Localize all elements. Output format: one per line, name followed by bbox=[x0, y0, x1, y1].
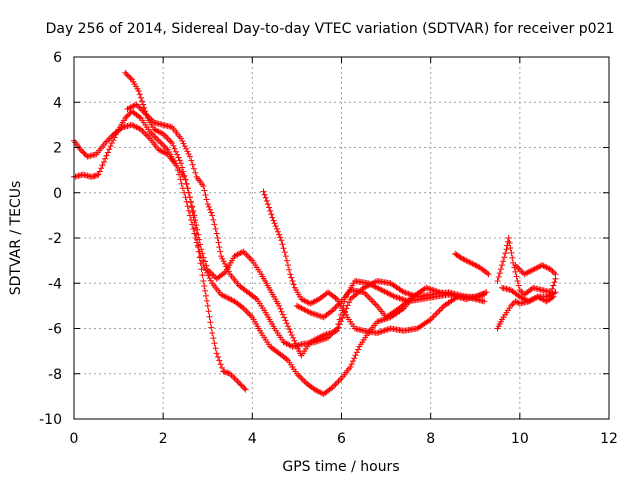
x-tick-label: 4 bbox=[248, 431, 257, 447]
x-tick-label: 10 bbox=[511, 431, 529, 447]
data-series-7 bbox=[452, 250, 492, 278]
data-series-9 bbox=[494, 235, 559, 298]
series-markers bbox=[494, 235, 559, 298]
y-tick-label: -6 bbox=[48, 322, 62, 338]
y-tick-label: -2 bbox=[48, 231, 62, 247]
x-axis-label: GPS time / hours bbox=[282, 459, 399, 475]
axis-ticks: 0 2 4 6 8 10 12 -10 -8 -6 -4 -2 0 2 4 6 bbox=[39, 50, 618, 447]
data-points bbox=[71, 69, 559, 398]
y-tick-label: 4 bbox=[53, 95, 62, 111]
series-markers bbox=[452, 250, 492, 278]
series-markers bbox=[494, 289, 559, 332]
data-series-10 bbox=[512, 262, 559, 278]
y-tick-label: 0 bbox=[53, 186, 62, 202]
series-markers bbox=[260, 188, 490, 336]
y-tick-label: 2 bbox=[53, 141, 62, 157]
x-tick-label: 6 bbox=[337, 431, 346, 447]
y-tick-label: -4 bbox=[48, 276, 62, 292]
x-tick-label: 12 bbox=[600, 431, 618, 447]
series-markers bbox=[499, 284, 557, 305]
data-series-11 bbox=[499, 284, 557, 305]
data-series-6 bbox=[293, 284, 456, 321]
data-series-5 bbox=[260, 188, 490, 336]
series-markers bbox=[512, 262, 559, 278]
x-tick-label: 8 bbox=[426, 431, 435, 447]
y-axis-label: SDTVAR / TECUs bbox=[8, 181, 24, 296]
grid bbox=[74, 57, 609, 419]
y-tick-label: -10 bbox=[39, 412, 62, 428]
x-tick-label: 0 bbox=[70, 431, 79, 447]
y-tick-label: 6 bbox=[53, 50, 62, 66]
chart-title: Day 256 of 2014, Sidereal Day-to-day VTE… bbox=[46, 21, 615, 37]
data-series-8 bbox=[494, 289, 559, 332]
series-markers bbox=[293, 284, 456, 321]
x-tick-label: 2 bbox=[159, 431, 168, 447]
y-tick-label: -8 bbox=[48, 367, 62, 383]
